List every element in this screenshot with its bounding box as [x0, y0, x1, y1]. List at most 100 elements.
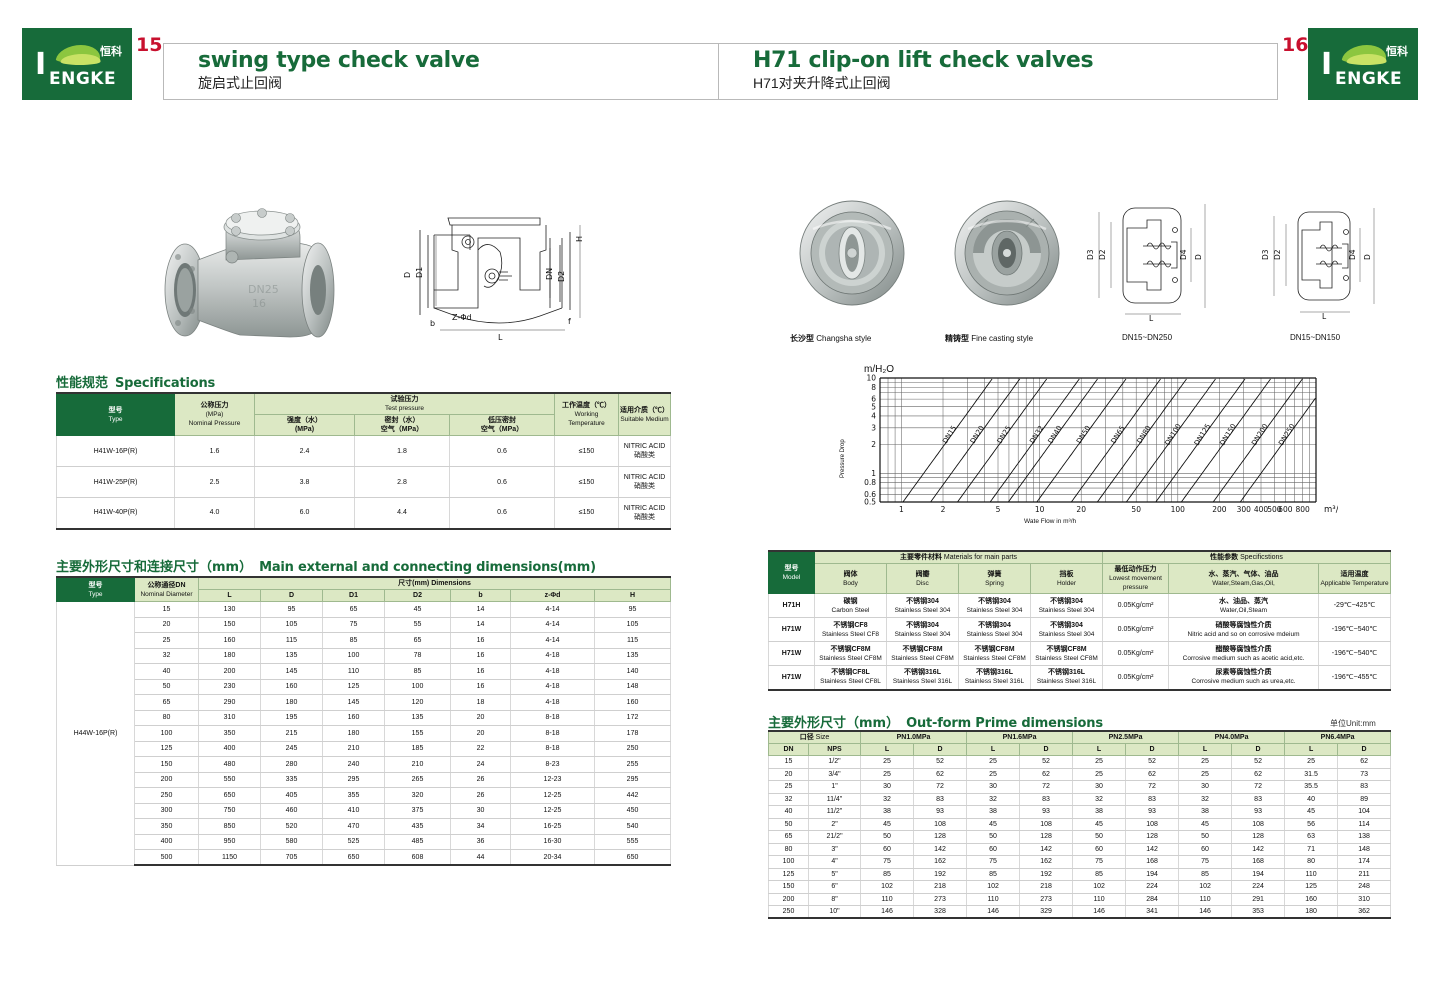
outform-cell: 75	[966, 855, 1021, 869]
svg-text:b: b	[430, 319, 435, 328]
spec-cell-np: 2.5	[174, 466, 255, 498]
dim-cell: 140	[593, 663, 672, 680]
outform-cell: 329	[1019, 905, 1074, 919]
dim-cell: 16-25	[510, 818, 595, 835]
dim-cell: 8-18	[510, 725, 595, 742]
dim-cell: 172	[593, 709, 672, 726]
dim-cell: 550	[198, 771, 261, 788]
dim-cell: 650	[593, 849, 672, 866]
outform-cell: 142	[1231, 842, 1286, 856]
outform-cell: 108	[1231, 817, 1286, 831]
dim-cell: 4-18	[510, 678, 595, 695]
dim-cell: 442	[593, 787, 672, 804]
svg-text:0.6: 0.6	[864, 490, 876, 499]
outform-cell: 273	[1019, 892, 1074, 906]
curve-label-DN50: DN50	[1075, 424, 1092, 445]
outform-col-pn64: PN6.4MPa	[1284, 730, 1392, 744]
dim-cell: 50	[134, 678, 199, 695]
outform-cell: 30	[860, 780, 915, 794]
mat-cell-holder: 不锈钢CF8M Stainless Steel CF8M	[1029, 641, 1104, 666]
mat-cell-body: 不锈钢CF8 Stainless Steel CF8	[814, 617, 887, 642]
table-row: 150 6" 102 218 102 218 102 224 102 224 125 248	[768, 880, 1392, 894]
dim-cell: 135	[593, 647, 672, 664]
outform-col-pn40: PN4.0MPa	[1178, 730, 1286, 744]
dim-cell: 300	[134, 802, 199, 819]
outform-subcol-10: L	[1284, 743, 1339, 756]
outform-cell: 45	[860, 817, 915, 831]
spec-cell-seal: 2.8	[354, 466, 450, 498]
dim-cell: 335	[260, 771, 323, 788]
outform-cell: 146	[1072, 905, 1127, 919]
mat-col-holder: 挡板 Holder	[1029, 563, 1104, 594]
dim-cell: 155	[384, 725, 451, 742]
svg-text:3: 3	[871, 423, 876, 432]
outform-cell: 38	[1178, 805, 1233, 819]
table-row: 250 10" 146 328 146 329 146 341 146 353 180 362	[768, 905, 1392, 919]
table-row: H71H 碳钢 Carbon Steel 不锈钢304 Stainless Steel …	[768, 593, 1392, 618]
svg-text:H: H	[575, 236, 584, 242]
table-row: 20 150 105 75 55 14 4-14 105	[57, 616, 672, 633]
outform-cell: 25	[966, 767, 1021, 781]
mat-cell-spring: 不锈钢304 Stainless Steel 304	[958, 593, 1031, 618]
table-row: H41W-25P(R) 2.5 3.8 2.8 0.6 ≤150 NITRIC ACID 硝酸…	[56, 466, 672, 498]
spec-cell-type: H41W-16P(R)	[56, 435, 175, 467]
dim-heading-en: Main external and connecting dimensions(…	[259, 560, 596, 575]
outform-cell: 10"	[807, 905, 862, 919]
dim-subcol-H: H	[593, 589, 672, 602]
mat-cell-model: H71W	[768, 617, 815, 642]
mat-cell-disc: 不锈钢CF8M Stainless Steel CF8M	[886, 641, 959, 666]
wafer-valve-section-drawing-dn15-250: D3 D2 D4 D L	[1086, 204, 1206, 323]
curve-label-DN200: DN200	[1250, 422, 1270, 447]
outform-cell: 110	[1284, 867, 1339, 881]
table-row: 65 290 180 145 120 18 4-18 160	[57, 694, 672, 711]
dim-cell: 14	[450, 616, 511, 633]
dim-cell: 135	[384, 709, 451, 726]
dim-cell: 20	[134, 616, 199, 633]
spec-cell-low: 0.6	[448, 435, 556, 467]
spec-cell-seal: 4.4	[354, 497, 450, 530]
outform-cell: 108	[1019, 817, 1074, 831]
mat-cell-model: H71W	[768, 641, 815, 666]
outform-cell: 25	[966, 755, 1021, 769]
svg-text:50: 50	[1131, 505, 1141, 514]
logo-left: I 恒科 ENGKE	[22, 28, 132, 100]
spec-col-working-temp: 工作温度（℃） Working Temperature	[554, 392, 620, 436]
outform-cell: 21/2"	[807, 830, 862, 844]
outform-cell: 25	[1284, 755, 1339, 769]
dim-cell: 580	[260, 833, 323, 850]
outform-cell: 146	[860, 905, 915, 919]
spec-cell-medium: NITRIC ACID 硝酸类	[618, 435, 672, 467]
dim-cell: 32	[134, 647, 199, 664]
dim-cell: 178	[593, 725, 672, 742]
spec-cell-seal: 1.8	[354, 435, 450, 467]
mat-cell-spring: 不锈钢304 Stainless Steel 304	[958, 617, 1031, 642]
dim-cell: 18	[450, 694, 511, 711]
svg-text:D4: D4	[1348, 249, 1357, 260]
title-bar-right: H71 clip-on lift check valves H71对夹升降式止回…	[718, 43, 1278, 100]
dim-cell: 280	[260, 756, 323, 773]
outform-cell: 30	[966, 780, 1021, 794]
outform-cell: 142	[1125, 842, 1180, 856]
outform-cell: 25	[860, 755, 915, 769]
dim-cell: 180	[260, 694, 323, 711]
spec-cell-type: H41W-25P(R)	[56, 466, 175, 498]
outform-cell: 194	[1231, 867, 1286, 881]
outform-cell: 114	[1337, 817, 1392, 831]
outform-cell: 52	[1125, 755, 1180, 769]
spec-heading-cn: 性能规范	[56, 376, 109, 391]
outform-cell: 6"	[807, 880, 862, 894]
curve-label-DN32: DN32	[1028, 424, 1045, 445]
outform-cell: 128	[1125, 830, 1180, 844]
mat-cell-temp: -196℃~540℃	[1318, 617, 1392, 642]
mat-col-materials-group: 主要零件材料 Materials for main parts	[813, 550, 1104, 564]
mat-cell-temp: -196℃~540℃	[1318, 641, 1392, 666]
dim-cell: 12-25	[510, 787, 595, 804]
mat-cell-body: 碳钢 Carbon Steel	[814, 593, 887, 618]
outform-cell: 62	[1231, 767, 1286, 781]
unit-note: 单位Unit:mm	[1330, 719, 1376, 728]
outform-cell: 93	[1231, 805, 1286, 819]
dim-cell: 210	[384, 756, 451, 773]
page-title-left-cn: 旋启式止回阀	[198, 75, 282, 91]
dim-cell: 250	[134, 787, 199, 804]
mat-col-body: 阀体 Body	[814, 563, 887, 594]
